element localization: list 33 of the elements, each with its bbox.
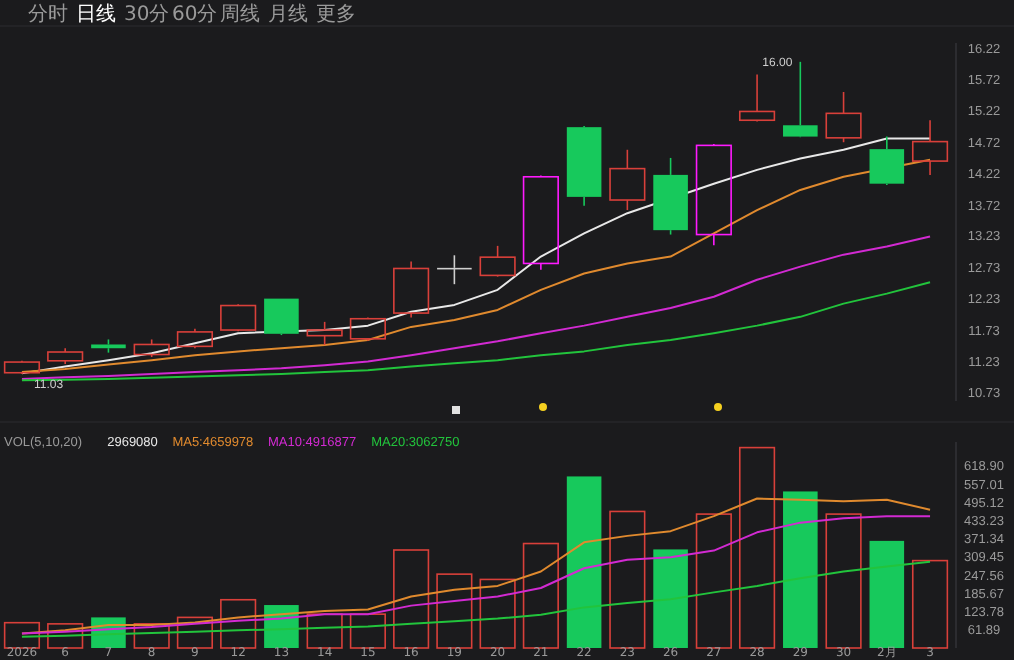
bar <box>522 542 559 649</box>
bar <box>566 476 602 648</box>
line-series <box>20 235 932 381</box>
candlestick <box>695 144 732 247</box>
candlestick <box>911 119 949 176</box>
bar <box>653 549 688 648</box>
text: 30分 <box>124 2 170 26</box>
candlestick <box>566 127 602 207</box>
text: 日线 <box>76 2 116 26</box>
bar <box>220 598 257 649</box>
bar <box>783 491 818 648</box>
bar <box>393 549 430 649</box>
bar <box>3 621 41 649</box>
bar <box>133 623 170 649</box>
bar <box>869 540 905 648</box>
candlestick <box>738 73 776 122</box>
bar <box>738 446 776 649</box>
bar <box>911 559 949 649</box>
line-series <box>20 281 932 382</box>
bar <box>479 578 516 649</box>
bar <box>825 513 862 649</box>
candlestick <box>869 135 905 184</box>
text: 月线 <box>268 2 308 26</box>
text: 分时 <box>28 2 68 26</box>
text: 更多 <box>316 2 356 26</box>
line-series <box>20 560 932 638</box>
bar <box>609 510 646 649</box>
bar <box>47 623 84 649</box>
text: 周线 <box>220 2 260 26</box>
bar <box>436 573 473 649</box>
bar <box>176 616 214 649</box>
text: 60分 <box>172 2 218 26</box>
bar <box>695 513 732 649</box>
